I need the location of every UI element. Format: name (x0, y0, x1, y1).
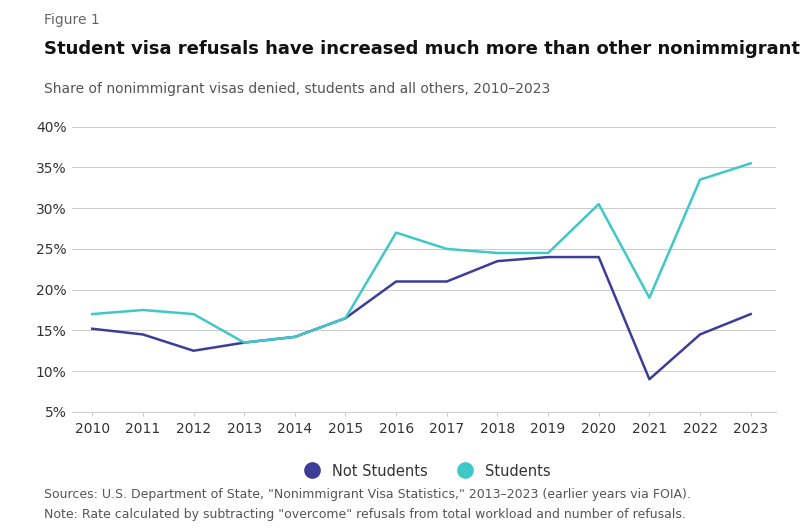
Text: Share of nonimmigrant visas denied, students and all others, 2010–2023: Share of nonimmigrant visas denied, stud… (44, 82, 550, 96)
Text: Student visa refusals have increased much more than other nonimmigrant visa deni: Student visa refusals have increased muc… (44, 40, 800, 58)
Legend: Not Students, Students: Not Students, Students (291, 458, 557, 484)
Text: Sources: U.S. Department of State, "Nonimmigrant Visa Statistics," 2013–2023 (ea: Sources: U.S. Department of State, "Noni… (44, 488, 691, 502)
Text: Note: Rate calculated by subtracting "overcome" refusals from total workload and: Note: Rate calculated by subtracting "ov… (44, 508, 686, 521)
Text: Figure 1: Figure 1 (44, 13, 100, 27)
